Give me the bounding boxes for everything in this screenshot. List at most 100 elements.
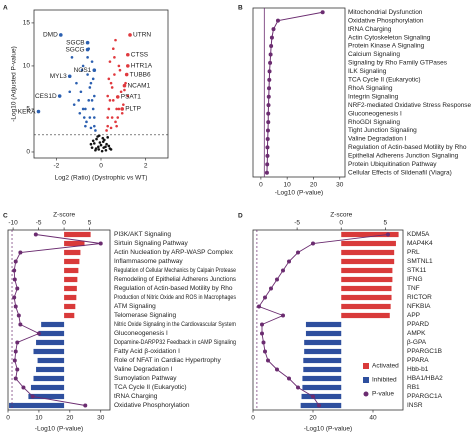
data-point	[103, 138, 106, 142]
data-point	[266, 94, 271, 99]
data-point	[84, 124, 87, 128]
p-value-point	[13, 259, 18, 264]
p-value-point	[260, 322, 264, 327]
z-bar	[64, 258, 80, 265]
data-point	[87, 99, 91, 102]
data-point	[266, 111, 271, 116]
data-point	[266, 120, 271, 125]
z-bar	[341, 303, 391, 310]
data-point	[106, 136, 109, 139]
category-label: Oxidative Phosphorylation	[114, 402, 190, 409]
category-label: Valine Degradation I	[348, 136, 407, 143]
z-bar	[33, 375, 65, 382]
p-value-point	[296, 385, 300, 390]
data-point	[320, 10, 325, 15]
panel-letter: B	[238, 5, 243, 12]
z-bar	[341, 249, 395, 256]
legend-swatch	[363, 391, 369, 397]
data-point	[266, 103, 271, 108]
data-point	[110, 116, 114, 119]
category-label: Integrin Signaling	[348, 93, 399, 100]
p-value-point	[83, 403, 88, 408]
data-point	[115, 124, 118, 128]
p-value-point	[281, 313, 285, 318]
data-point	[265, 162, 270, 167]
point-label: TUBB6	[130, 71, 151, 78]
data-point	[113, 56, 116, 59]
data-point	[86, 73, 89, 76]
line	[266, 11, 323, 173]
x-tick-label: 40	[369, 415, 377, 422]
z-bar	[341, 285, 392, 292]
category-label: Protein Ubiquitination Pathway	[348, 161, 437, 168]
data-point	[91, 139, 95, 143]
data-point	[100, 149, 104, 153]
panel-letter: A	[3, 5, 8, 12]
data-point	[126, 52, 130, 57]
category-label: PPARA	[407, 357, 429, 364]
data-point	[120, 107, 125, 111]
z-bar	[301, 393, 342, 400]
x-axis-label: -Log10 (P-value)	[35, 426, 83, 433]
data-point	[77, 99, 80, 102]
z-bar	[302, 384, 342, 391]
category-label: Epithelial Adherens Junction Signaling	[348, 153, 459, 160]
z-bar	[305, 321, 342, 328]
x-tick-label: 30	[97, 415, 105, 422]
data-point	[81, 107, 85, 111]
p-value-point	[15, 286, 20, 291]
data-point	[268, 60, 273, 65]
category-label: PI3K/AKT Signaling	[114, 231, 171, 238]
data-point	[123, 88, 126, 92]
point-label: UTRN	[133, 32, 151, 39]
data-point	[111, 99, 115, 102]
point-label: PSAT1	[121, 94, 141, 101]
data-point	[84, 107, 87, 111]
plot-frame	[252, 7, 346, 178]
z-bar	[303, 357, 342, 364]
data-point	[119, 90, 123, 94]
x-tick-label: 0	[99, 163, 103, 170]
p-value-point	[12, 358, 17, 363]
category-label: TCA Cycle II (Eukaryotic)	[348, 77, 421, 84]
p-value-point	[296, 250, 300, 255]
data-point	[82, 116, 86, 119]
point-label: CTSS	[131, 51, 149, 58]
data-point	[114, 38, 117, 42]
point-label: HTR1A	[131, 63, 153, 70]
z-axis-label: Z-score	[53, 212, 75, 219]
x-tick-label: 0	[251, 415, 255, 422]
category-label: TNF	[407, 285, 420, 292]
point-label: KERA	[18, 108, 36, 115]
category-label: Cellular Effects of Sildenafil (Viagra)	[348, 169, 452, 176]
z-bar	[303, 366, 342, 373]
data-point	[116, 116, 120, 119]
z-bar	[28, 393, 65, 400]
p-value-point	[98, 241, 103, 246]
p-value-point	[275, 277, 279, 282]
category-label: Gluconeogenesis I	[348, 110, 402, 117]
p-value-point	[12, 277, 17, 282]
data-point	[124, 72, 129, 77]
data-point	[101, 136, 105, 140]
data-point	[265, 145, 270, 150]
data-point	[126, 64, 130, 68]
data-point	[90, 60, 94, 63]
z-bar	[30, 384, 65, 391]
data-point	[102, 146, 105, 149]
z-bar	[33, 348, 65, 355]
data-point	[115, 107, 118, 111]
z-bar	[341, 258, 395, 265]
data-point	[36, 109, 41, 114]
point-label: DMD	[43, 32, 58, 39]
z-bar	[64, 312, 75, 319]
z-tick-label: -5	[36, 220, 42, 227]
point-label: CES1D	[35, 93, 57, 100]
category-label: HBA1/HBA2	[407, 375, 443, 382]
z-bar	[341, 276, 393, 283]
x-tick-label: 10	[284, 182, 292, 189]
data-point	[90, 99, 94, 102]
z-bar	[64, 276, 78, 283]
data-point	[78, 111, 82, 115]
category-label: IFNG	[407, 276, 423, 283]
